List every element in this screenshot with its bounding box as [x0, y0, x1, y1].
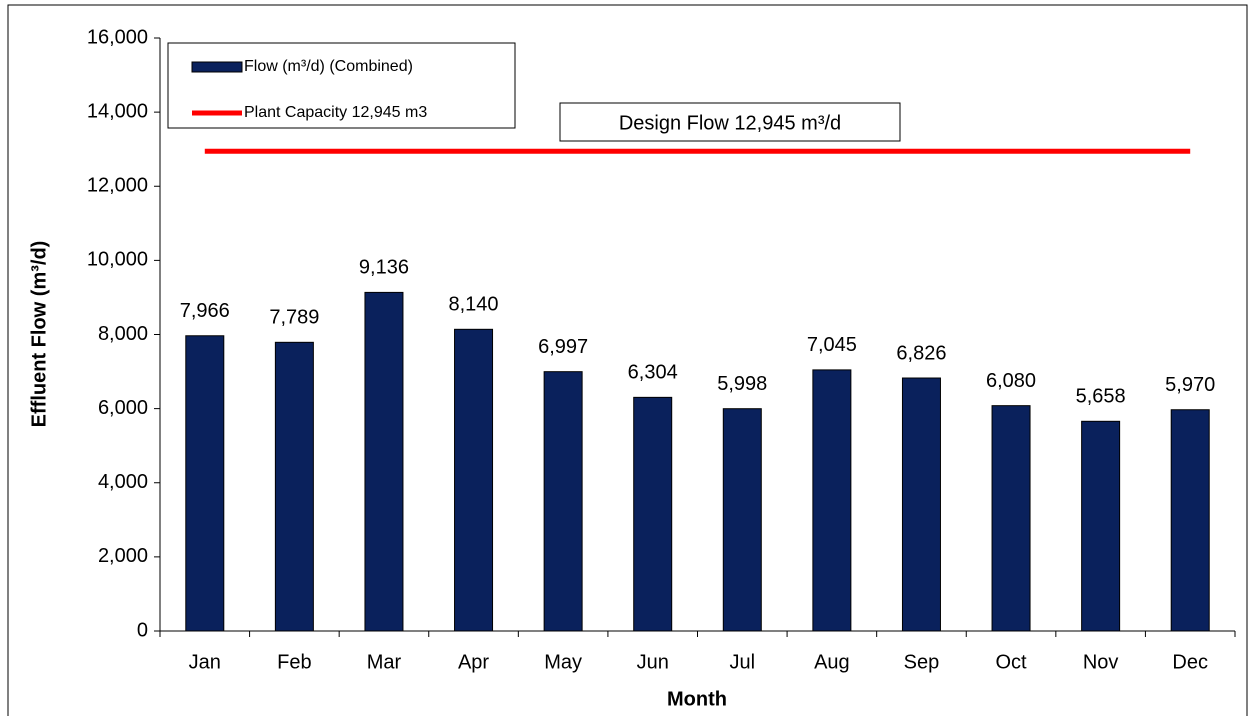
- annotation-box: [559, 102, 901, 142]
- bar: [274, 341, 314, 632]
- data-label: 5,658: [1076, 386, 1126, 408]
- bar: [364, 291, 404, 632]
- x-tick-label: Apr: [458, 651, 489, 673]
- bar: [812, 369, 852, 632]
- data-label: 5,998: [717, 373, 767, 395]
- x-tick-label: Jun: [637, 651, 669, 673]
- y-tick-label: 4,000: [98, 471, 148, 493]
- data-label: 7,045: [807, 334, 857, 356]
- bar: [633, 396, 673, 632]
- data-label: 6,997: [538, 336, 588, 358]
- x-tick-label: Dec: [1172, 651, 1208, 673]
- x-tick-label: Mar: [367, 651, 402, 673]
- data-label: 6,080: [986, 370, 1036, 392]
- x-tick-label: Jul: [730, 651, 756, 673]
- legend-swatch: [191, 61, 243, 73]
- y-tick-label: 8,000: [98, 323, 148, 345]
- bar: [901, 377, 941, 632]
- bar: [1170, 409, 1210, 632]
- y-tick-label: 6,000: [98, 397, 148, 419]
- y-tick-label: 0: [137, 619, 148, 641]
- legend-label: Plant Capacity 12,945 m3: [244, 104, 427, 121]
- data-label: 5,970: [1165, 374, 1215, 396]
- x-tick-label: May: [544, 651, 582, 673]
- data-label: 6,304: [628, 362, 678, 384]
- x-axis-title: Month: [667, 688, 727, 710]
- annotation: Design Flow 12,945 m³/d: [619, 112, 841, 134]
- legend-label: Flow (m³/d) (Combined): [244, 58, 413, 75]
- x-tick-label: Nov: [1083, 651, 1119, 673]
- x-tick-label: Oct: [995, 651, 1027, 673]
- y-tick-label: 16,000: [87, 26, 148, 48]
- x-tick-label: Jan: [189, 651, 221, 673]
- y-tick-label: 12,000: [87, 175, 148, 197]
- y-tick-label: 10,000: [87, 249, 148, 271]
- data-label: 7,789: [269, 307, 319, 329]
- y-tick-label: 14,000: [87, 100, 148, 122]
- bar: [722, 408, 762, 632]
- bar: [454, 328, 494, 632]
- y-axis-title: Effluent Flow (m³/d): [28, 241, 50, 428]
- chart-border: [7, 4, 1248, 716]
- y-tick-label: 2,000: [98, 545, 148, 567]
- data-label: 7,966: [180, 300, 230, 322]
- bar: [543, 371, 583, 632]
- x-tick-label: Sep: [904, 651, 940, 673]
- bar: [185, 335, 225, 632]
- data-label: 8,140: [449, 294, 499, 316]
- data-label: 6,826: [896, 342, 946, 364]
- x-tick-label: Feb: [277, 651, 311, 673]
- bar: [1081, 420, 1121, 632]
- bar: [991, 405, 1031, 632]
- x-tick-label: Aug: [814, 651, 850, 673]
- data-label: 9,136: [359, 257, 409, 279]
